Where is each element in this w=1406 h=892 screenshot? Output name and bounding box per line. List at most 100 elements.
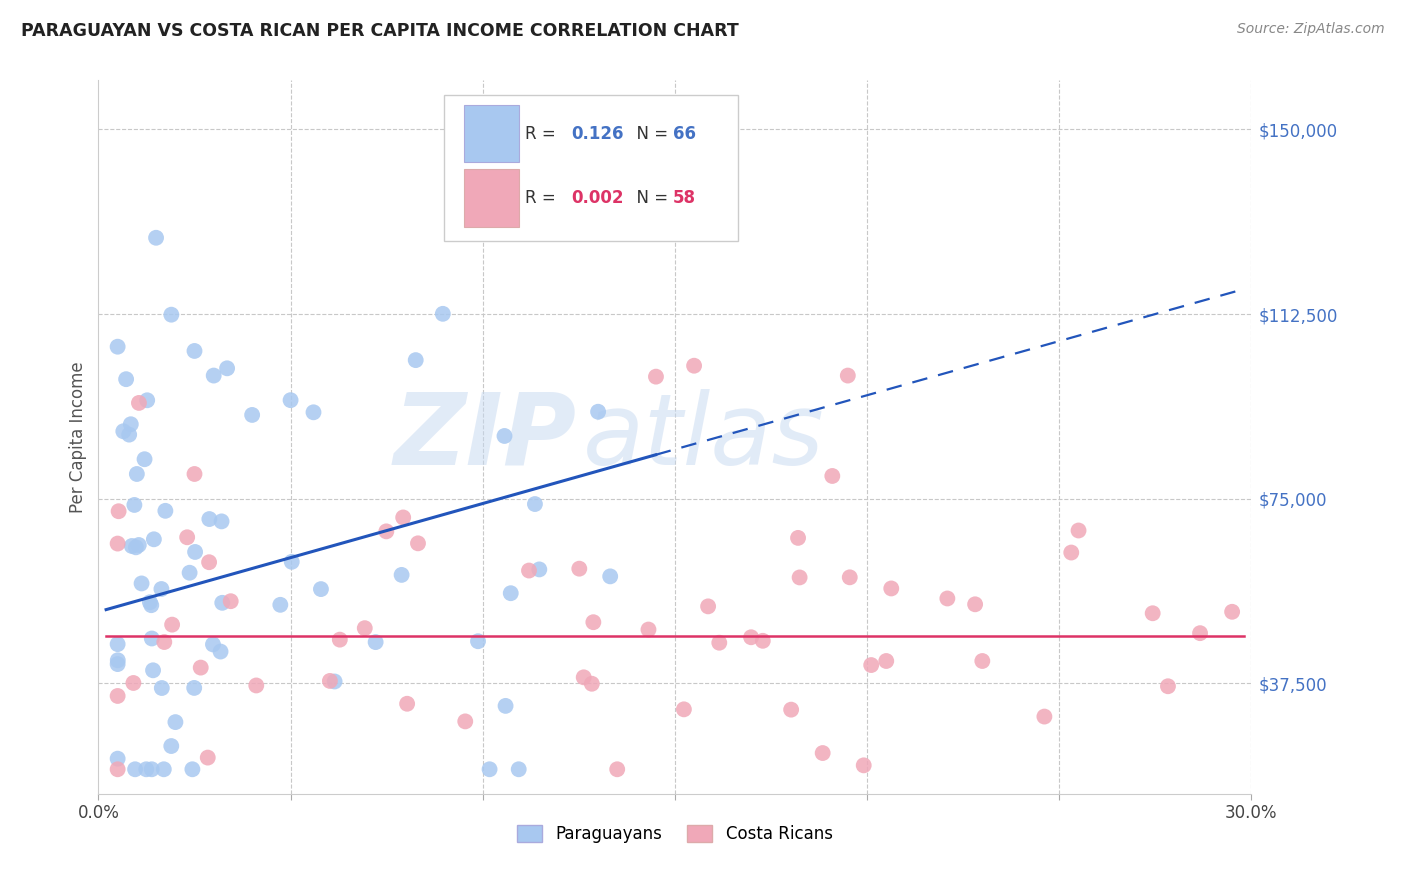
Point	[508, 762, 530, 776]
Point	[121, 539, 143, 553]
Point	[875, 654, 897, 668]
FancyBboxPatch shape	[444, 95, 738, 241]
Text: N =: N =	[627, 125, 673, 143]
Point	[319, 673, 342, 688]
Point	[780, 703, 803, 717]
Point	[118, 427, 141, 442]
Point	[145, 231, 167, 245]
Point	[201, 637, 224, 651]
Point	[1220, 605, 1243, 619]
Point	[396, 697, 419, 711]
Text: PARAGUAYAN VS COSTA RICAN PER CAPITA INCOME CORRELATION CHART: PARAGUAYAN VS COSTA RICAN PER CAPITA INC…	[21, 22, 738, 40]
Point	[120, 417, 142, 432]
Point	[309, 582, 332, 596]
Point	[107, 653, 129, 667]
Point	[160, 617, 183, 632]
Point	[142, 533, 165, 547]
Point	[115, 372, 138, 386]
Point	[697, 599, 720, 614]
Text: Source: ZipAtlas.com: Source: ZipAtlas.com	[1237, 22, 1385, 37]
Point	[672, 702, 695, 716]
Point	[432, 307, 454, 321]
Point	[202, 368, 225, 383]
Point	[811, 746, 834, 760]
Point	[406, 536, 429, 550]
Point	[160, 739, 183, 753]
Point	[364, 635, 387, 649]
Point	[454, 714, 477, 729]
Point	[150, 681, 173, 695]
Point	[197, 750, 219, 764]
Point	[165, 715, 187, 730]
Text: 66: 66	[672, 125, 696, 143]
Point	[821, 469, 844, 483]
Point	[183, 681, 205, 695]
Point	[125, 467, 148, 481]
Point	[142, 663, 165, 677]
Point	[153, 762, 176, 776]
Point	[965, 597, 987, 611]
Point	[391, 568, 413, 582]
Point	[141, 632, 163, 646]
Point	[740, 630, 762, 644]
Legend: Paraguayans, Costa Ricans: Paraguayans, Costa Ricans	[510, 818, 839, 850]
Point	[517, 564, 540, 578]
Point	[1033, 709, 1056, 723]
Text: 0.002: 0.002	[571, 189, 624, 207]
Point	[582, 615, 605, 630]
Point	[107, 762, 129, 776]
Point	[183, 467, 205, 481]
Text: N =: N =	[627, 189, 673, 207]
Point	[209, 644, 232, 658]
Point	[122, 676, 145, 690]
Point	[599, 569, 621, 583]
Point	[789, 570, 811, 584]
Point	[494, 429, 516, 443]
Point	[499, 586, 522, 600]
Point	[523, 497, 546, 511]
Point	[280, 393, 302, 408]
Point	[176, 530, 198, 544]
Point	[329, 632, 352, 647]
Point	[107, 504, 129, 518]
Point	[190, 660, 212, 674]
Point	[184, 545, 207, 559]
Point	[1142, 607, 1164, 621]
Point	[838, 570, 860, 584]
Point	[150, 582, 173, 596]
Point	[107, 536, 129, 550]
Point	[183, 343, 205, 358]
Point	[198, 555, 221, 569]
Point	[141, 762, 163, 776]
Point	[375, 524, 398, 539]
Point	[392, 510, 415, 524]
Point	[128, 396, 150, 410]
Point	[245, 678, 267, 692]
Point	[478, 762, 501, 776]
Point	[269, 598, 291, 612]
Point	[787, 531, 810, 545]
Text: 58: 58	[672, 189, 696, 207]
Point	[125, 541, 148, 555]
Point	[683, 359, 706, 373]
Point	[124, 762, 146, 776]
Point	[302, 405, 325, 419]
Point	[160, 308, 183, 322]
Point	[353, 621, 375, 635]
Point	[281, 555, 304, 569]
Point	[852, 758, 875, 772]
Point	[1060, 545, 1083, 559]
Point	[139, 595, 162, 609]
Point	[1157, 679, 1180, 693]
Point	[128, 538, 150, 552]
Point	[217, 361, 239, 376]
FancyBboxPatch shape	[464, 169, 519, 227]
Point	[645, 369, 668, 384]
Point	[211, 515, 233, 529]
Point	[936, 591, 959, 606]
Point	[860, 658, 883, 673]
FancyBboxPatch shape	[464, 105, 519, 162]
Point	[198, 512, 221, 526]
Y-axis label: Per Capita Income: Per Capita Income	[69, 361, 87, 513]
Point	[467, 634, 489, 648]
